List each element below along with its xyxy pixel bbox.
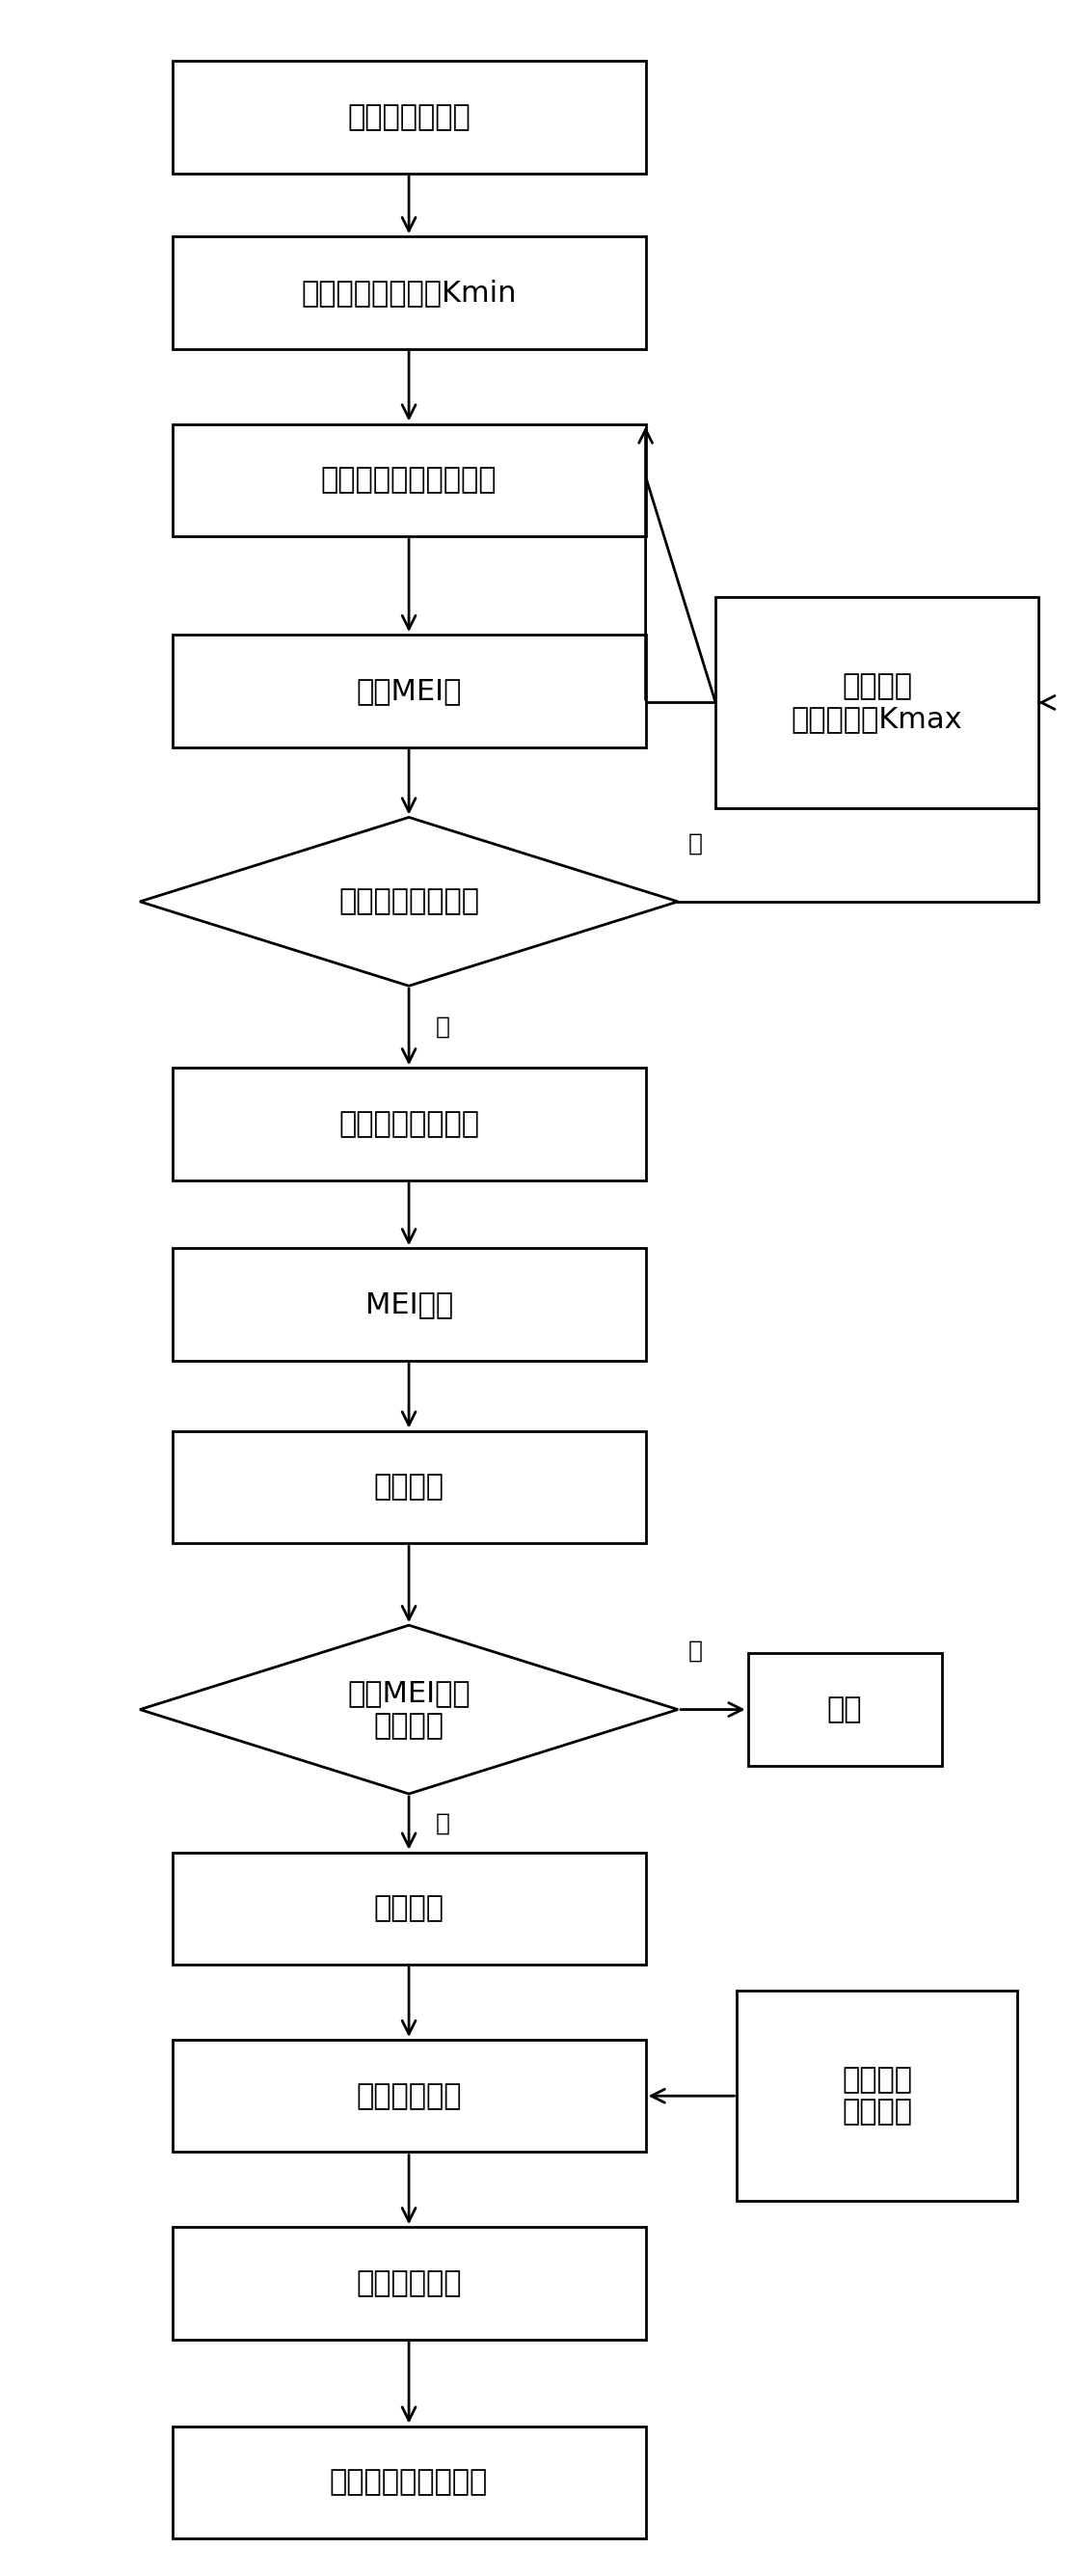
FancyBboxPatch shape: [172, 2427, 646, 2537]
Text: 否: 否: [689, 832, 703, 855]
Text: 结构元素增加完毕: 结构元素增加完毕: [339, 889, 479, 914]
Text: 端元组分和误差分布: 端元组分和误差分布: [329, 2468, 489, 2496]
Text: 红外高光谱图像: 红外高光谱图像: [348, 103, 470, 131]
FancyBboxPatch shape: [737, 1991, 1017, 2202]
Text: 逐渐增大
结构元素至Kmax: 逐渐增大 结构元素至Kmax: [791, 672, 963, 732]
FancyBboxPatch shape: [172, 1852, 646, 1965]
Text: 是: 是: [436, 1811, 450, 1834]
Text: 形态学膨胀、腐蚀计算: 形态学膨胀、腐蚀计算: [321, 466, 497, 495]
Polygon shape: [140, 817, 678, 987]
Text: 线性波谱分离: 线性波谱分离: [356, 2269, 462, 2298]
FancyBboxPatch shape: [172, 1069, 646, 1180]
Text: 去掉: 去掉: [827, 1695, 862, 1723]
Polygon shape: [140, 1625, 678, 1793]
FancyBboxPatch shape: [172, 237, 646, 348]
Text: 是: 是: [436, 1015, 450, 1038]
Text: 大于MEI图像
灰度均値: 大于MEI图像 灰度均値: [348, 1680, 470, 1739]
FancyBboxPatch shape: [172, 634, 646, 747]
FancyBboxPatch shape: [172, 62, 646, 173]
FancyBboxPatch shape: [172, 425, 646, 536]
FancyBboxPatch shape: [172, 1249, 646, 1360]
FancyBboxPatch shape: [172, 1430, 646, 1543]
Text: 阈値判断: 阈値判断: [373, 1473, 444, 1502]
FancyBboxPatch shape: [716, 598, 1038, 809]
Text: 端元图像: 端元图像: [373, 1893, 444, 1922]
Text: 设定初始结构元素Kmin: 设定初始结构元素Kmin: [301, 278, 516, 307]
Text: 否: 否: [689, 1638, 703, 1662]
Text: 图像分割
区域生长: 图像分割 区域生长: [841, 2066, 912, 2125]
Text: 计算MEI値: 计算MEI値: [356, 677, 462, 706]
FancyBboxPatch shape: [748, 1654, 942, 1765]
FancyBboxPatch shape: [172, 2228, 646, 2339]
FancyBboxPatch shape: [172, 2040, 646, 2151]
Text: MEI图像: MEI图像: [365, 1291, 453, 1319]
Text: 端元自动提取: 端元自动提取: [356, 2081, 462, 2110]
Text: 相同像元取平均値: 相同像元取平均値: [339, 1110, 479, 1139]
